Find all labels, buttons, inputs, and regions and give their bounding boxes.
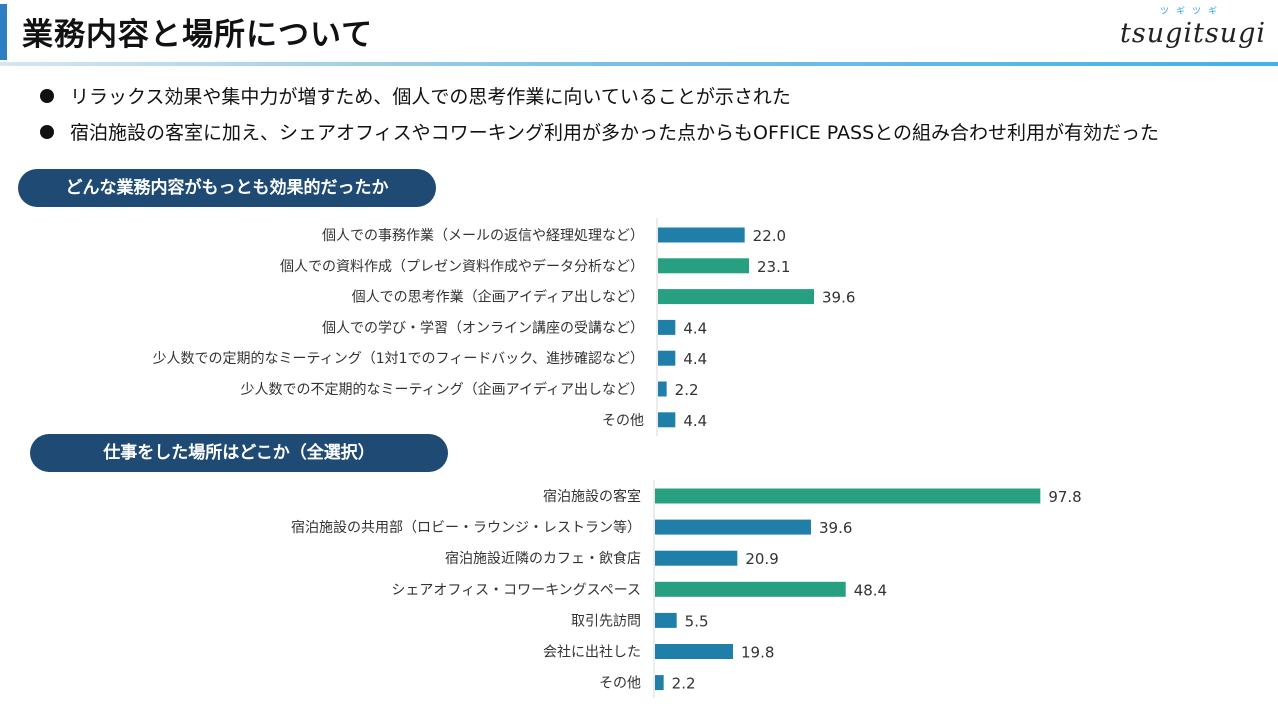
header-divider [0,62,1278,66]
bar [655,644,734,659]
chart2-title-pill: 仕事をした場所はどこか（全選択） [30,434,448,472]
value-label: 97.8 [1048,488,1081,506]
value-label: 4.4 [683,350,707,368]
logo-wordmark: tsugitsugi [1120,18,1267,49]
bar [658,412,676,428]
category-label: 取引先訪問 [571,613,641,629]
brand-logo: ツギツギ tsugitsugi [1112,4,1265,60]
value-label: 4.4 [683,412,707,430]
bar [658,289,815,305]
bar [658,381,667,397]
category-label: 少人数での定期的なミーティング（1対1でのフィードバック、進捗確認など） [153,351,644,367]
page-title: 業務内容と場所について [22,17,374,53]
bar [655,519,812,535]
category-label: 個人での事務作業（メールの返信や経理処理など） [322,228,644,244]
bullet-text: 宿泊施設の客室に加え、シェアオフィスやコワーキング利用が多かった点からもOFFI… [70,122,1159,144]
bullet-dot-icon [40,89,54,103]
value-label: 2.2 [672,675,696,693]
category-label: 個人での学び・学習（オンライン講座の受講など） [322,320,644,336]
chart1-title-pill: どんな業務内容がもっとも効果的だったか [18,169,436,207]
category-label: 宿泊施設の共用部（ロビー・ラウンジ・レストラン等） [291,519,641,536]
bar [655,488,1041,504]
category-label: 少人数での不定期的なミーティング（企画アイディア出しなど） [241,381,644,398]
category-label: 宿泊施設近隣のカフェ・飲食店 [445,550,641,567]
logo-kana: ツギツギ [1160,7,1225,17]
bullet-text: リラックス効果や集中力が増すため、個人での思考作業に向いていることが示された [70,86,791,108]
value-label: 5.5 [685,612,709,630]
chart-work-location: 宿泊施設の客室 97.8 宿泊施設の共用部（ロビー・ラウンジ・レストラン等） 39.6… [0,480,1278,702]
value-label: 39.6 [822,289,855,307]
value-label: 23.1 [757,258,790,276]
chart-work-content: 個人での事務作業（メールの返信や経理処理など） 22.0 個人での資料作成（プレゼン… [0,218,1278,436]
value-label: 48.4 [854,581,887,599]
value-label: 2.2 [675,381,699,399]
slide-header: 業務内容と場所について ツギツギ tsugitsugi [0,0,1278,66]
bar [655,612,677,628]
bar [658,319,676,335]
category-label: その他 [602,413,644,429]
title-accent-bar [0,4,7,60]
chart-work-content-svg: 個人での事務作業（メールの返信や経理処理など） 22.0 個人での資料作成（プレゼン… [153,218,855,436]
bar [655,581,846,597]
value-label: 20.9 [745,550,778,568]
bullet-dot-icon [40,125,54,139]
bar [658,227,745,243]
category-label: その他 [599,676,641,692]
category-label: 会社に出社した [543,645,641,661]
category-label: 宿泊施設の客室 [543,488,641,505]
value-label: 19.8 [741,644,774,662]
bar [655,550,738,566]
bar [658,258,750,274]
category-label: シェアオフィス・コワーキングスペース [391,582,641,598]
bar [658,350,676,366]
category-label: 個人での思考作業（企画アイディア出しなど） [352,289,644,306]
chart-work-location-svg: 宿泊施設の客室 97.8 宿泊施設の共用部（ロビー・ラウンジ・レストラン等） 39.6… [291,480,1082,698]
value-label: 39.6 [819,519,852,537]
value-label: 22.0 [753,227,786,245]
category-label: 個人での資料作成（プレゼン資料作成やデータ分析など） [280,258,644,275]
value-label: 4.4 [683,319,707,337]
bar [655,675,664,691]
